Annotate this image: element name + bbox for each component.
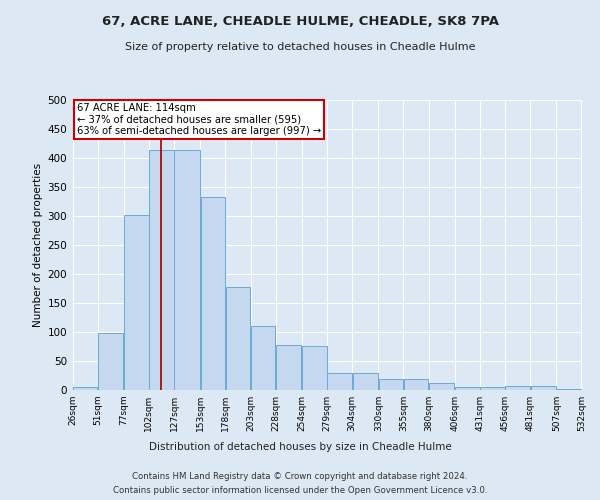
Bar	[149, 150, 174, 390]
Bar	[175, 150, 200, 390]
Bar	[226, 287, 250, 390]
Bar	[251, 326, 275, 390]
Bar	[530, 386, 556, 390]
Text: Contains HM Land Registry data © Crown copyright and database right 2024.: Contains HM Land Registry data © Crown c…	[132, 472, 468, 481]
Bar	[379, 379, 403, 390]
Text: Contains public sector information licensed under the Open Government Licence v3: Contains public sector information licen…	[113, 486, 487, 495]
Bar	[505, 386, 530, 390]
Text: 67, ACRE LANE, CHEADLE HULME, CHEADLE, SK8 7PA: 67, ACRE LANE, CHEADLE HULME, CHEADLE, S…	[101, 15, 499, 28]
Bar	[328, 372, 352, 390]
Bar	[455, 387, 479, 390]
Text: Distribution of detached houses by size in Cheadle Hulme: Distribution of detached houses by size …	[149, 442, 451, 452]
Bar	[557, 389, 581, 390]
Bar	[429, 383, 454, 390]
Bar	[353, 373, 378, 390]
Bar	[124, 215, 149, 390]
Y-axis label: Number of detached properties: Number of detached properties	[33, 163, 43, 327]
Text: Size of property relative to detached houses in Cheadle Hulme: Size of property relative to detached ho…	[125, 42, 475, 52]
Bar	[276, 346, 301, 390]
Bar	[200, 198, 225, 390]
Bar	[73, 387, 97, 390]
Bar	[480, 387, 505, 390]
Bar	[404, 379, 428, 390]
Bar	[98, 333, 124, 390]
Bar	[302, 346, 326, 390]
Bar	[582, 388, 600, 390]
Text: 67 ACRE LANE: 114sqm
← 37% of detached houses are smaller (595)
63% of semi-deta: 67 ACRE LANE: 114sqm ← 37% of detached h…	[77, 103, 322, 136]
